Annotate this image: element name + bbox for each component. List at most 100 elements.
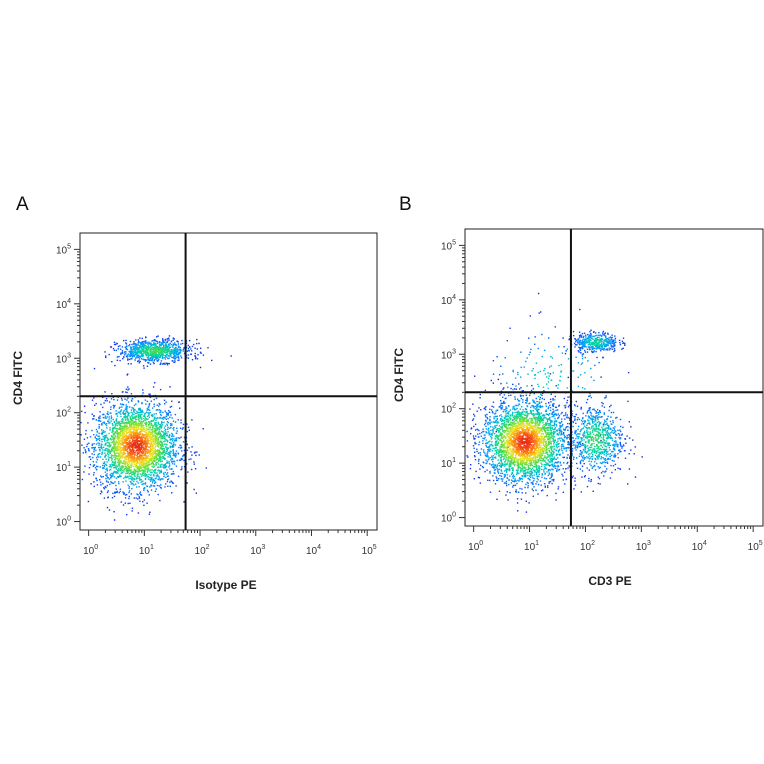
event-dot: [132, 354, 135, 357]
event-dot: [126, 513, 128, 516]
event-dot: [139, 491, 142, 493]
event-dot: [104, 443, 107, 445]
event-dot: [166, 364, 169, 366]
event-dot: [527, 486, 529, 489]
event-dot: [122, 403, 124, 405]
event-dot: [148, 423, 150, 426]
event-dot: [142, 443, 145, 445]
event-dot: [131, 463, 133, 465]
event-dot: [145, 435, 147, 437]
event-dot: [582, 345, 585, 347]
event-dot: [103, 402, 105, 404]
event-dot: [518, 388, 521, 390]
event-dot: [165, 462, 168, 464]
event-dot: [101, 424, 103, 426]
event-dot: [126, 405, 129, 408]
event-dot: [539, 398, 541, 401]
event-dot: [520, 351, 522, 353]
event-dot: [131, 407, 133, 409]
event-dot: [163, 427, 166, 429]
event-dot: [565, 350, 567, 352]
event-dot: [139, 349, 142, 351]
event-dot: [550, 393, 552, 395]
event-dot: [139, 477, 141, 479]
event-dot: [152, 455, 154, 458]
event-dot: [178, 401, 180, 404]
event-dot: [565, 478, 567, 481]
event-dot: [94, 404, 96, 406]
event-dot: [142, 456, 144, 459]
event-dot: [539, 404, 541, 407]
event-dot: [609, 458, 611, 460]
event-dot: [179, 351, 181, 354]
event-dot: [145, 454, 147, 457]
event-dot: [168, 466, 170, 468]
event-dot: [152, 349, 155, 352]
event-dot: [166, 432, 168, 435]
event-dot: [492, 479, 495, 482]
event-dot: [173, 361, 175, 364]
event-dot: [488, 421, 490, 424]
event-dot: [547, 407, 549, 410]
event-dot: [161, 478, 163, 480]
event-dot: [149, 346, 151, 348]
event-dot: [558, 346, 560, 348]
event-dot: [98, 426, 100, 428]
event-dot: [152, 357, 154, 359]
event-dot: [142, 425, 144, 427]
event-dot: [599, 410, 601, 412]
event-dot: [171, 433, 174, 436]
event-dot: [489, 416, 491, 418]
event-dot: [103, 413, 105, 415]
event-dot: [98, 453, 101, 455]
event-dot: [153, 427, 155, 430]
event-dot: [474, 429, 477, 431]
event-dot: [152, 420, 154, 422]
event-dot: [598, 467, 600, 469]
event-dot: [157, 453, 159, 455]
event-dot: [129, 442, 132, 445]
event-dot: [505, 406, 507, 408]
event-dot: [623, 445, 625, 447]
event-dot: [150, 359, 152, 361]
event-dot: [571, 450, 574, 452]
event-dot: [131, 437, 133, 440]
event-dot: [116, 472, 118, 474]
event-dot: [149, 486, 151, 488]
event-dot: [141, 440, 144, 443]
event-dot: [125, 391, 127, 393]
event-dot: [157, 356, 159, 359]
event-dot: [145, 446, 147, 449]
event-dot: [610, 337, 612, 339]
event-dot: [568, 465, 570, 467]
event-dot: [146, 411, 148, 413]
event-dot: [155, 433, 157, 435]
event-dot: [562, 456, 564, 458]
event-dot: [588, 480, 590, 482]
event-dot: [165, 356, 167, 358]
event-dot: [128, 442, 130, 444]
event-dot: [148, 343, 150, 345]
event-dot: [101, 447, 103, 449]
event-dot: [606, 349, 609, 351]
event-dot: [576, 419, 578, 421]
event-dot: [165, 352, 167, 354]
event-dot: [162, 411, 164, 414]
event-dot: [486, 422, 489, 424]
event-dot: [160, 362, 162, 364]
event-dot: [489, 419, 491, 422]
event-dot: [171, 460, 173, 463]
event-dot: [137, 448, 139, 451]
event-dot: [140, 452, 142, 454]
event-dot: [143, 448, 145, 450]
event-dot: [104, 417, 106, 419]
event-dot: [580, 407, 583, 409]
event-dot: [165, 362, 167, 364]
event-dot: [158, 449, 160, 451]
event-dot: [88, 467, 91, 469]
event-dot: [107, 411, 109, 413]
event-dot: [135, 439, 137, 442]
event-dot: [140, 344, 142, 346]
event-dot: [124, 452, 126, 455]
event-dot: [164, 344, 167, 346]
